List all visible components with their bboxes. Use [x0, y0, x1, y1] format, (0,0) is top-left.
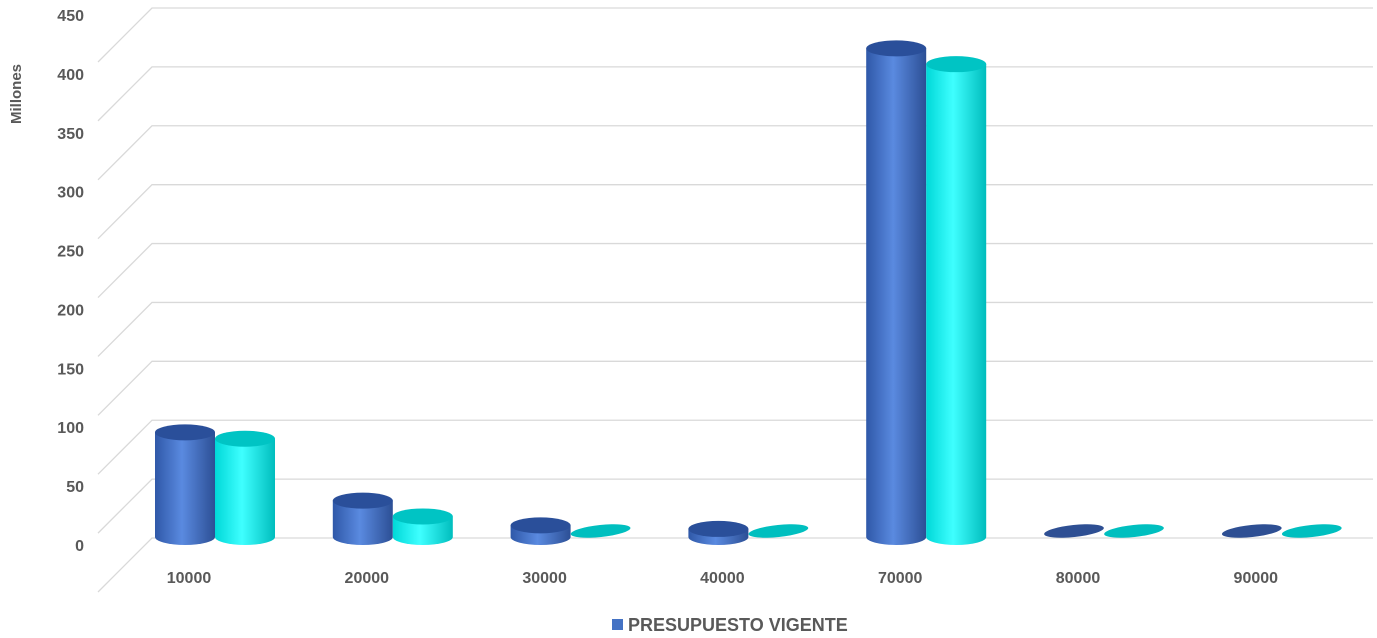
x-tick-label: 70000 — [878, 570, 923, 587]
gridline — [97, 242, 1373, 299]
x-tick-label: 40000 — [700, 570, 745, 587]
y-tick-label: 350 — [57, 126, 84, 143]
x-axis-ticks: 10000 20000 30000 40000 70000 80000 90000 — [167, 570, 1278, 587]
bar-disk — [1104, 524, 1164, 538]
y-tick-label: 0 — [75, 538, 84, 555]
gridline — [97, 184, 1373, 240]
gridline — [97, 301, 1373, 357]
legend: PRESUPUESTO VIGENTE — [612, 615, 848, 635]
y-tick-label: 250 — [57, 244, 84, 261]
x-tick-label: 80000 — [1056, 570, 1101, 587]
gridline — [97, 7, 1373, 63]
bar-top — [926, 56, 987, 73]
bar-body — [155, 432, 215, 545]
gridline — [97, 419, 1373, 475]
y-tick-label: 400 — [57, 67, 84, 84]
bar-top — [866, 40, 927, 57]
bar-top — [332, 492, 393, 509]
x-tick-label: 90000 — [1234, 570, 1279, 587]
legend-label: PRESUPUESTO VIGENTE — [628, 615, 848, 635]
y-tick-label: 150 — [57, 361, 84, 378]
x-tick-label: 10000 — [167, 570, 212, 587]
bar-body — [926, 64, 987, 545]
y-tick-label: 100 — [57, 420, 84, 437]
bar-top — [215, 430, 275, 447]
bar-body — [866, 48, 927, 546]
bar-disk — [1221, 524, 1282, 538]
y-tick-label: 50 — [66, 479, 84, 496]
bar-top — [392, 508, 453, 525]
bar-top — [155, 424, 215, 441]
bar-top — [510, 517, 571, 534]
y-tick-label: 300 — [57, 185, 84, 202]
bar-body — [215, 438, 275, 545]
y-tick-label: 450 — [57, 8, 84, 25]
gridlines — [97, 7, 1373, 593]
bar-disk — [1281, 524, 1342, 538]
bar-disk — [570, 524, 631, 538]
bar-top — [688, 520, 749, 537]
gridline — [97, 66, 1373, 122]
y-axis-label: Millones — [8, 64, 25, 124]
x-tick-label: 20000 — [345, 570, 390, 587]
gridline — [97, 125, 1373, 181]
bar-body — [332, 500, 393, 545]
x-tick-label: 30000 — [522, 570, 567, 587]
bar-disk — [1044, 524, 1104, 538]
y-tick-label: 200 — [57, 302, 84, 319]
bar-body — [392, 516, 453, 545]
legend-swatch — [612, 619, 623, 630]
bars — [155, 40, 1342, 546]
y-axis-ticks: 0 50 100 150 200 250 300 350 400 450 — [57, 8, 84, 555]
gridline — [97, 360, 1373, 416]
bar-disk — [748, 524, 809, 538]
